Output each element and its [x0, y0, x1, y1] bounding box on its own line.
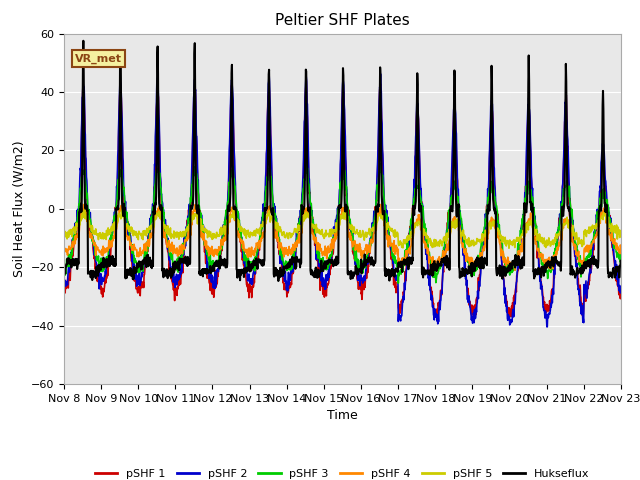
pSHF 1	[502, 292, 509, 298]
Hukseflux	[502, 265, 510, 271]
pSHF 5	[552, 238, 559, 244]
pSHF 5	[429, 241, 437, 247]
pSHF 4	[429, 258, 437, 264]
pSHF 2	[617, 289, 625, 295]
Line: Hukseflux: Hukseflux	[64, 41, 621, 281]
Hukseflux	[171, 267, 179, 273]
pSHF 3	[60, 269, 68, 275]
Hukseflux	[79, 38, 87, 44]
pSHF 5	[170, 235, 178, 241]
pSHF 5	[246, 229, 254, 235]
Text: VR_met: VR_met	[75, 54, 122, 64]
Hukseflux	[184, 260, 192, 265]
pSHF 3	[552, 252, 559, 257]
pSHF 1	[246, 285, 254, 291]
pSHF 3	[184, 229, 191, 235]
pSHF 5	[505, 245, 513, 251]
pSHF 4	[377, 202, 385, 207]
pSHF 1	[617, 288, 625, 293]
pSHF 4	[170, 248, 178, 254]
pSHF 1	[429, 302, 437, 308]
Legend: pSHF 1, pSHF 2, pSHF 3, pSHF 4, pSHF 5, Hukseflux: pSHF 1, pSHF 2, pSHF 3, pSHF 4, pSHF 5, …	[90, 465, 595, 480]
pSHF 1	[552, 256, 559, 262]
pSHF 4	[552, 252, 559, 257]
pSHF 2	[543, 324, 551, 330]
pSHF 5	[184, 228, 191, 234]
Line: pSHF 4: pSHF 4	[64, 204, 621, 270]
pSHF 2	[429, 302, 437, 308]
pSHF 4	[60, 246, 68, 252]
Hukseflux	[60, 264, 68, 270]
Line: pSHF 2: pSHF 2	[64, 74, 621, 327]
pSHF 3	[429, 263, 437, 269]
Hukseflux	[429, 261, 437, 266]
Line: pSHF 1: pSHF 1	[64, 78, 621, 317]
pSHF 3	[339, 157, 346, 163]
pSHF 2	[502, 303, 509, 309]
pSHF 5	[230, 205, 237, 211]
pSHF 2	[552, 260, 559, 265]
pSHF 1	[506, 314, 514, 320]
Line: pSHF 3: pSHF 3	[64, 160, 621, 283]
pSHF 1	[60, 288, 68, 294]
Line: pSHF 5: pSHF 5	[64, 208, 621, 248]
Hukseflux	[275, 278, 282, 284]
pSHF 2	[170, 279, 178, 285]
pSHF 1	[339, 75, 347, 81]
Hukseflux	[552, 257, 559, 263]
pSHF 4	[502, 260, 509, 266]
Hukseflux	[617, 258, 625, 264]
pSHF 3	[246, 269, 254, 275]
pSHF 3	[617, 251, 625, 257]
Title: Peltier SHF Plates: Peltier SHF Plates	[275, 13, 410, 28]
pSHF 3	[170, 263, 178, 268]
pSHF 2	[377, 71, 385, 77]
pSHF 2	[184, 214, 191, 219]
pSHF 4	[246, 249, 254, 255]
pSHF 2	[60, 278, 68, 284]
pSHF 1	[170, 290, 178, 296]
pSHF 3	[394, 280, 402, 286]
Y-axis label: Soil Heat Flux (W/m2): Soil Heat Flux (W/m2)	[12, 141, 25, 277]
pSHF 5	[60, 227, 68, 233]
pSHF 4	[511, 267, 518, 273]
pSHF 5	[502, 240, 509, 246]
pSHF 5	[617, 230, 625, 236]
pSHF 4	[184, 232, 191, 238]
pSHF 4	[617, 245, 625, 251]
pSHF 3	[502, 268, 510, 274]
pSHF 1	[184, 222, 191, 228]
X-axis label: Time: Time	[327, 409, 358, 422]
pSHF 2	[246, 280, 254, 286]
Hukseflux	[246, 262, 254, 268]
